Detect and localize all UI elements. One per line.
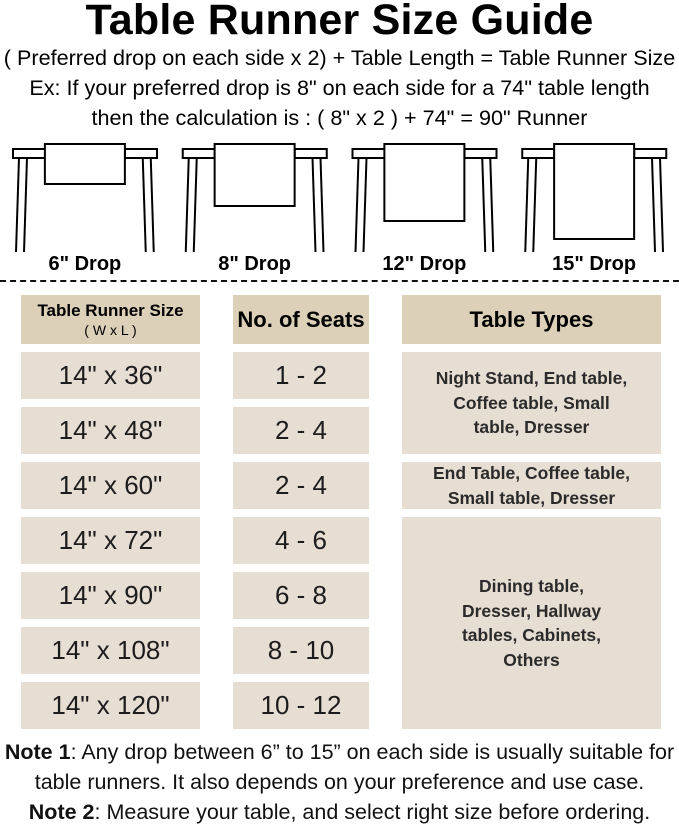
svg-text:15" Drop: 15" Drop bbox=[552, 253, 636, 275]
svg-text:8" Drop: 8" Drop bbox=[218, 253, 291, 275]
svg-text:12" Drop: 12" Drop bbox=[382, 253, 466, 275]
svg-text:6" Drop: 6" Drop bbox=[48, 253, 121, 275]
